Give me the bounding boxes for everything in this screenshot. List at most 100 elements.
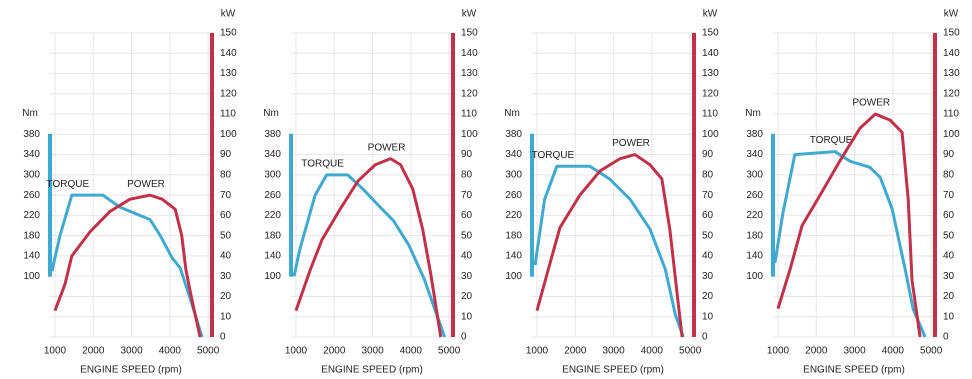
y2-tick-label: 120 [943,88,960,99]
y2-axis-label: kW [944,9,959,20]
y2-tick-label: 10 [461,311,473,322]
series-line [776,112,922,338]
series-line [294,157,443,338]
y-axis-label: Nm [22,108,38,119]
y-tick-label: 380 [264,129,281,140]
y2-tick-label: 0 [702,332,708,343]
x-axis-label: ENGINE SPEED (rpm) [321,365,423,376]
y2-tick-label: 100 [220,129,237,140]
x-tick-label: 2000 [82,346,105,357]
y2-tick-label: 50 [943,230,955,241]
y2-tick-label: 0 [461,332,467,343]
series-label: TORQUE [810,135,853,146]
y2-tick-label: 60 [943,210,955,221]
x-tick-label: 4000 [159,346,182,357]
y2-tick-label: 120 [220,88,237,99]
x-tick-label: 5000 [438,346,461,357]
y-axis-label: Nm [745,108,761,119]
series-label: POWER [368,142,406,153]
y2-tick-label: 130 [943,68,960,79]
y2-tick-label: 150 [943,28,960,39]
x-tick-label: 4000 [882,346,905,357]
y2-tick-label: 80 [220,170,232,181]
y2-tick-label: 80 [461,170,473,181]
y2-tick-label: 130 [702,68,719,79]
y2-tick-label: 0 [943,332,949,343]
y-tick-label: 180 [505,230,522,241]
y-tick-label: 300 [505,170,522,181]
y-tick-label: 140 [505,251,522,262]
x-tick-label: 3000 [843,346,866,357]
y-tick-label: 260 [264,190,281,201]
y-tick-label: 340 [264,149,281,160]
y-axis-label: Nm [263,108,279,119]
x-axis-label: ENGINE SPEED (rpm) [562,365,664,376]
y2-tick-label: 90 [702,149,714,160]
x-tick-label: 5000 [920,346,943,357]
y-tick-label: 180 [264,230,281,241]
x-tick-label: 1000 [767,346,790,357]
y2-tick-label: 40 [461,251,473,262]
series-label: TORQUE [47,179,90,190]
x-tick-label: 5000 [679,346,702,357]
y2-axis-label: kW [703,9,718,20]
y2-tick-label: 30 [702,271,714,282]
y-tick-label: 220 [264,210,281,221]
y2-tick-label: 10 [702,311,714,322]
y2-axis-label: kW [462,9,477,20]
y2-tick-label: 60 [220,210,232,221]
y-tick-label: 380 [746,129,763,140]
y-tick-label: 100 [505,271,522,282]
y2-tick-label: 140 [461,48,478,59]
y-tick-label: 180 [23,230,40,241]
y2-tick-label: 110 [943,109,959,120]
y2-tick-label: 100 [943,129,960,140]
series-line [50,193,204,338]
x-tick-label: 1000 [285,346,308,357]
x-tick-label: 4000 [641,346,664,357]
y-tick-label: 220 [746,210,763,221]
y2-tick-label: 130 [461,68,478,79]
y2-tick-label: 100 [461,129,478,140]
y2-tick-label: 0 [220,332,226,343]
y-tick-label: 260 [746,190,763,201]
y2-tick-label: 50 [702,230,714,241]
y2-tick-label: 40 [702,251,714,262]
y-tick-label: 300 [264,170,281,181]
y2-tick-label: 90 [220,149,232,160]
y2-tick-label: 140 [220,48,237,59]
y-tick-label: 380 [505,129,522,140]
x-tick-label: 1000 [44,346,67,357]
series-line [533,164,685,338]
y2-tick-label: 110 [702,109,718,120]
x-tick-label: 3000 [361,346,384,357]
y2-tick-label: 80 [702,170,714,181]
series-label: POWER [852,98,890,109]
y2-tick-label: 80 [943,170,955,181]
series-line [292,173,446,338]
y2-tick-label: 20 [702,291,714,302]
y-tick-label: 140 [746,251,763,262]
series-label: POWER [127,179,165,190]
y-tick-label: 260 [23,190,40,201]
y2-tick-label: 150 [702,28,719,39]
y-tick-label: 100 [746,271,763,282]
series-line [773,150,927,338]
y2-tick-label: 40 [220,251,232,262]
y2-tick-label: 50 [220,230,232,241]
y-tick-label: 340 [746,149,763,160]
y-axis-label: Nm [504,108,520,119]
y-tick-label: 340 [23,149,40,160]
x-tick-label: 4000 [400,346,423,357]
y-tick-label: 100 [23,271,40,282]
y2-tick-label: 30 [461,271,473,282]
y2-tick-label: 40 [943,251,955,262]
y-tick-label: 300 [23,170,40,181]
x-axis-label: ENGINE SPEED (rpm) [803,365,905,376]
x-tick-label: 1000 [526,346,549,357]
y-tick-label: 260 [505,190,522,201]
y2-tick-label: 20 [943,291,955,302]
